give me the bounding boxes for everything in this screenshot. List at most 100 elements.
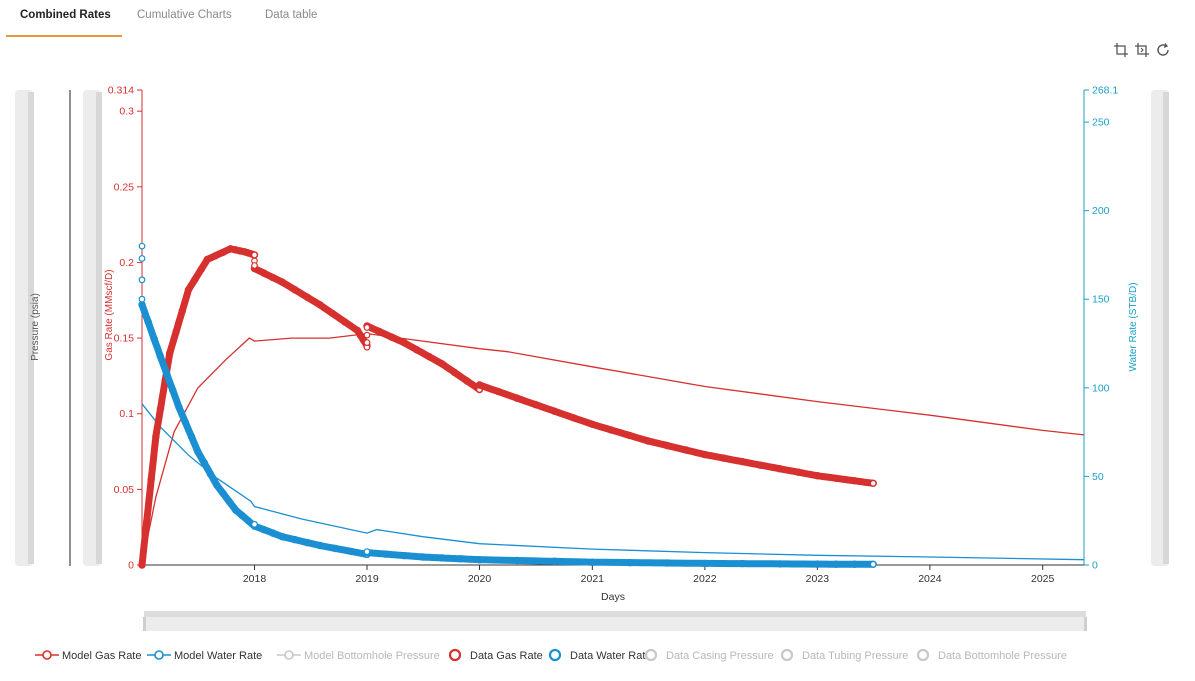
data-water-rate-point <box>138 276 146 284</box>
x-axis-label: Days <box>601 591 625 603</box>
data-water-rate-point <box>144 318 152 326</box>
gas-axis-slider[interactable] <box>83 90 102 566</box>
data-water-rate-point <box>381 550 390 558</box>
data-water-rate-point <box>138 255 146 262</box>
water-axis-tick-label: 50 <box>1092 471 1104 483</box>
data-gas-rate-point <box>813 472 822 480</box>
gas-axis-tick-label: 0.25 <box>114 181 135 193</box>
legend-symbol-icon <box>780 648 794 662</box>
data-gas-rate-point <box>363 339 371 347</box>
legend-symbol-icon <box>548 648 562 662</box>
data-water-rate-point <box>626 558 634 567</box>
data-water-rate-point <box>278 533 286 541</box>
data-gas-rate-point <box>166 349 174 357</box>
data-gas-rate-point <box>850 477 859 485</box>
data-gas-rate-point <box>412 346 421 354</box>
data-gas-rate-point <box>178 307 187 315</box>
data-water-rate-point <box>331 544 340 553</box>
tab-combined-rates[interactable]: Combined Rates <box>20 9 111 21</box>
zoom-reset-icon[interactable] <box>1134 42 1150 58</box>
data-water-rate-point <box>363 548 371 556</box>
data-water-rate-point <box>260 525 268 534</box>
gas-axis-tick-label: 0.2 <box>119 257 134 269</box>
data-gas-rate-point <box>550 407 559 415</box>
pressure-slider-handle[interactable] <box>28 92 34 564</box>
gas-axis-tick-label: 0.1 <box>119 408 134 420</box>
data-water-rate-point <box>175 403 183 411</box>
data-water-rate-point <box>162 369 171 377</box>
data-water-rate-point <box>232 506 240 514</box>
restore-icon[interactable] <box>1155 42 1171 58</box>
data-water-rate-point <box>776 560 784 568</box>
data-gas-rate-point <box>172 328 180 336</box>
water-axis-label: Water Rate (STB/D) <box>1128 282 1139 371</box>
legend-label: Data Bottomhole Pressure <box>938 650 1068 662</box>
data-gas-rate-marker-band <box>476 381 877 487</box>
data-water-rate-point <box>701 559 709 568</box>
data-water-rate-point <box>400 551 408 560</box>
data-water-rate-point <box>200 459 208 467</box>
axes-layer: 0 0.05 0.1 0.15 0.2 0.25 0.3 0.314 0 50 100 150 200 2… <box>108 85 1119 586</box>
data-gas-rate-point <box>832 474 840 482</box>
water-axis-tick-label: 150 <box>1092 294 1110 306</box>
data-gas-rate-marker-band <box>363 322 483 393</box>
gas-axis-tick-label: 0.3 <box>119 106 134 118</box>
series-layer <box>138 242 1085 569</box>
data-water-rate-point <box>269 529 277 537</box>
data-gas-rate-point <box>775 465 784 473</box>
data-water-rate-point <box>663 559 672 567</box>
data-water-rate-point <box>194 447 202 456</box>
data-gas-rate-point <box>156 405 165 413</box>
data-gas-rate-point <box>607 426 615 434</box>
pressure-axis-slider[interactable] <box>15 90 34 566</box>
legend-symbol-icon <box>916 648 930 662</box>
data-gas-rate-point <box>425 353 433 361</box>
tab-cumulative-charts[interactable]: Cumulative Charts <box>137 9 232 21</box>
model-gas-rate-line <box>141 332 1085 566</box>
data-gas-rate-point <box>438 360 446 368</box>
zoom-select-icon[interactable] <box>1113 42 1129 58</box>
data-gas-rate-point <box>184 286 193 294</box>
data-gas-rate-point <box>363 331 371 339</box>
legend-label: Model Bottomhole Pressure <box>304 650 440 662</box>
x-axis-tick-label: 2025 <box>1031 573 1055 585</box>
x-slider-handle[interactable] <box>144 611 1086 617</box>
data-water-rate-point <box>588 558 596 566</box>
data-gas-rate-point <box>316 301 324 309</box>
legend-symbol-icon <box>644 648 658 662</box>
gas-slider-handle[interactable] <box>96 92 102 564</box>
data-gas-rate-point <box>375 327 383 336</box>
data-water-rate-point <box>138 295 146 303</box>
data-gas-rate-point <box>251 262 258 269</box>
data-gas-rate-point <box>450 368 459 377</box>
water-slider-handle[interactable] <box>1163 92 1169 564</box>
data-gas-rate-point <box>794 468 803 476</box>
data-water-rate-point <box>206 470 215 478</box>
data-water-rate-point <box>347 547 355 556</box>
data-gas-rate-point <box>388 333 396 341</box>
chart-toolbar <box>1113 42 1173 60</box>
data-water-rate-point <box>238 511 246 520</box>
data-gas-rate-point <box>463 377 471 385</box>
water-axis-tick-label: 0 <box>1092 560 1098 572</box>
legend-symbol-icon <box>35 650 59 660</box>
legend-label: Data Water Rate <box>570 650 652 662</box>
data-water-rate-point <box>438 554 446 562</box>
legend-symbol-icon <box>277 650 301 660</box>
data-gas-rate-point <box>251 251 258 259</box>
water-axis-slider[interactable] <box>1151 90 1169 566</box>
active-tab-indicator <box>6 35 122 37</box>
data-water-rate-point <box>181 418 190 426</box>
data-gas-rate-point <box>197 265 205 274</box>
x-slider-left-grip[interactable] <box>143 617 146 631</box>
data-gas-rate-point <box>152 432 160 441</box>
gas-axis-tick-label: 0 <box>128 560 134 572</box>
data-gas-rate-point <box>269 273 277 282</box>
x-axis-tick-label: 2024 <box>918 573 942 585</box>
tab-data-table[interactable]: Data table <box>265 9 318 21</box>
x-slider-right-grip[interactable] <box>1084 617 1087 631</box>
legend-label: Data Tubing Pressure <box>802 650 909 662</box>
gas-axis-label: Gas Rate (MMscf/D) <box>104 269 115 360</box>
data-water-rate-point <box>813 560 822 568</box>
x-axis-zoom-slider[interactable] <box>143 611 1087 631</box>
